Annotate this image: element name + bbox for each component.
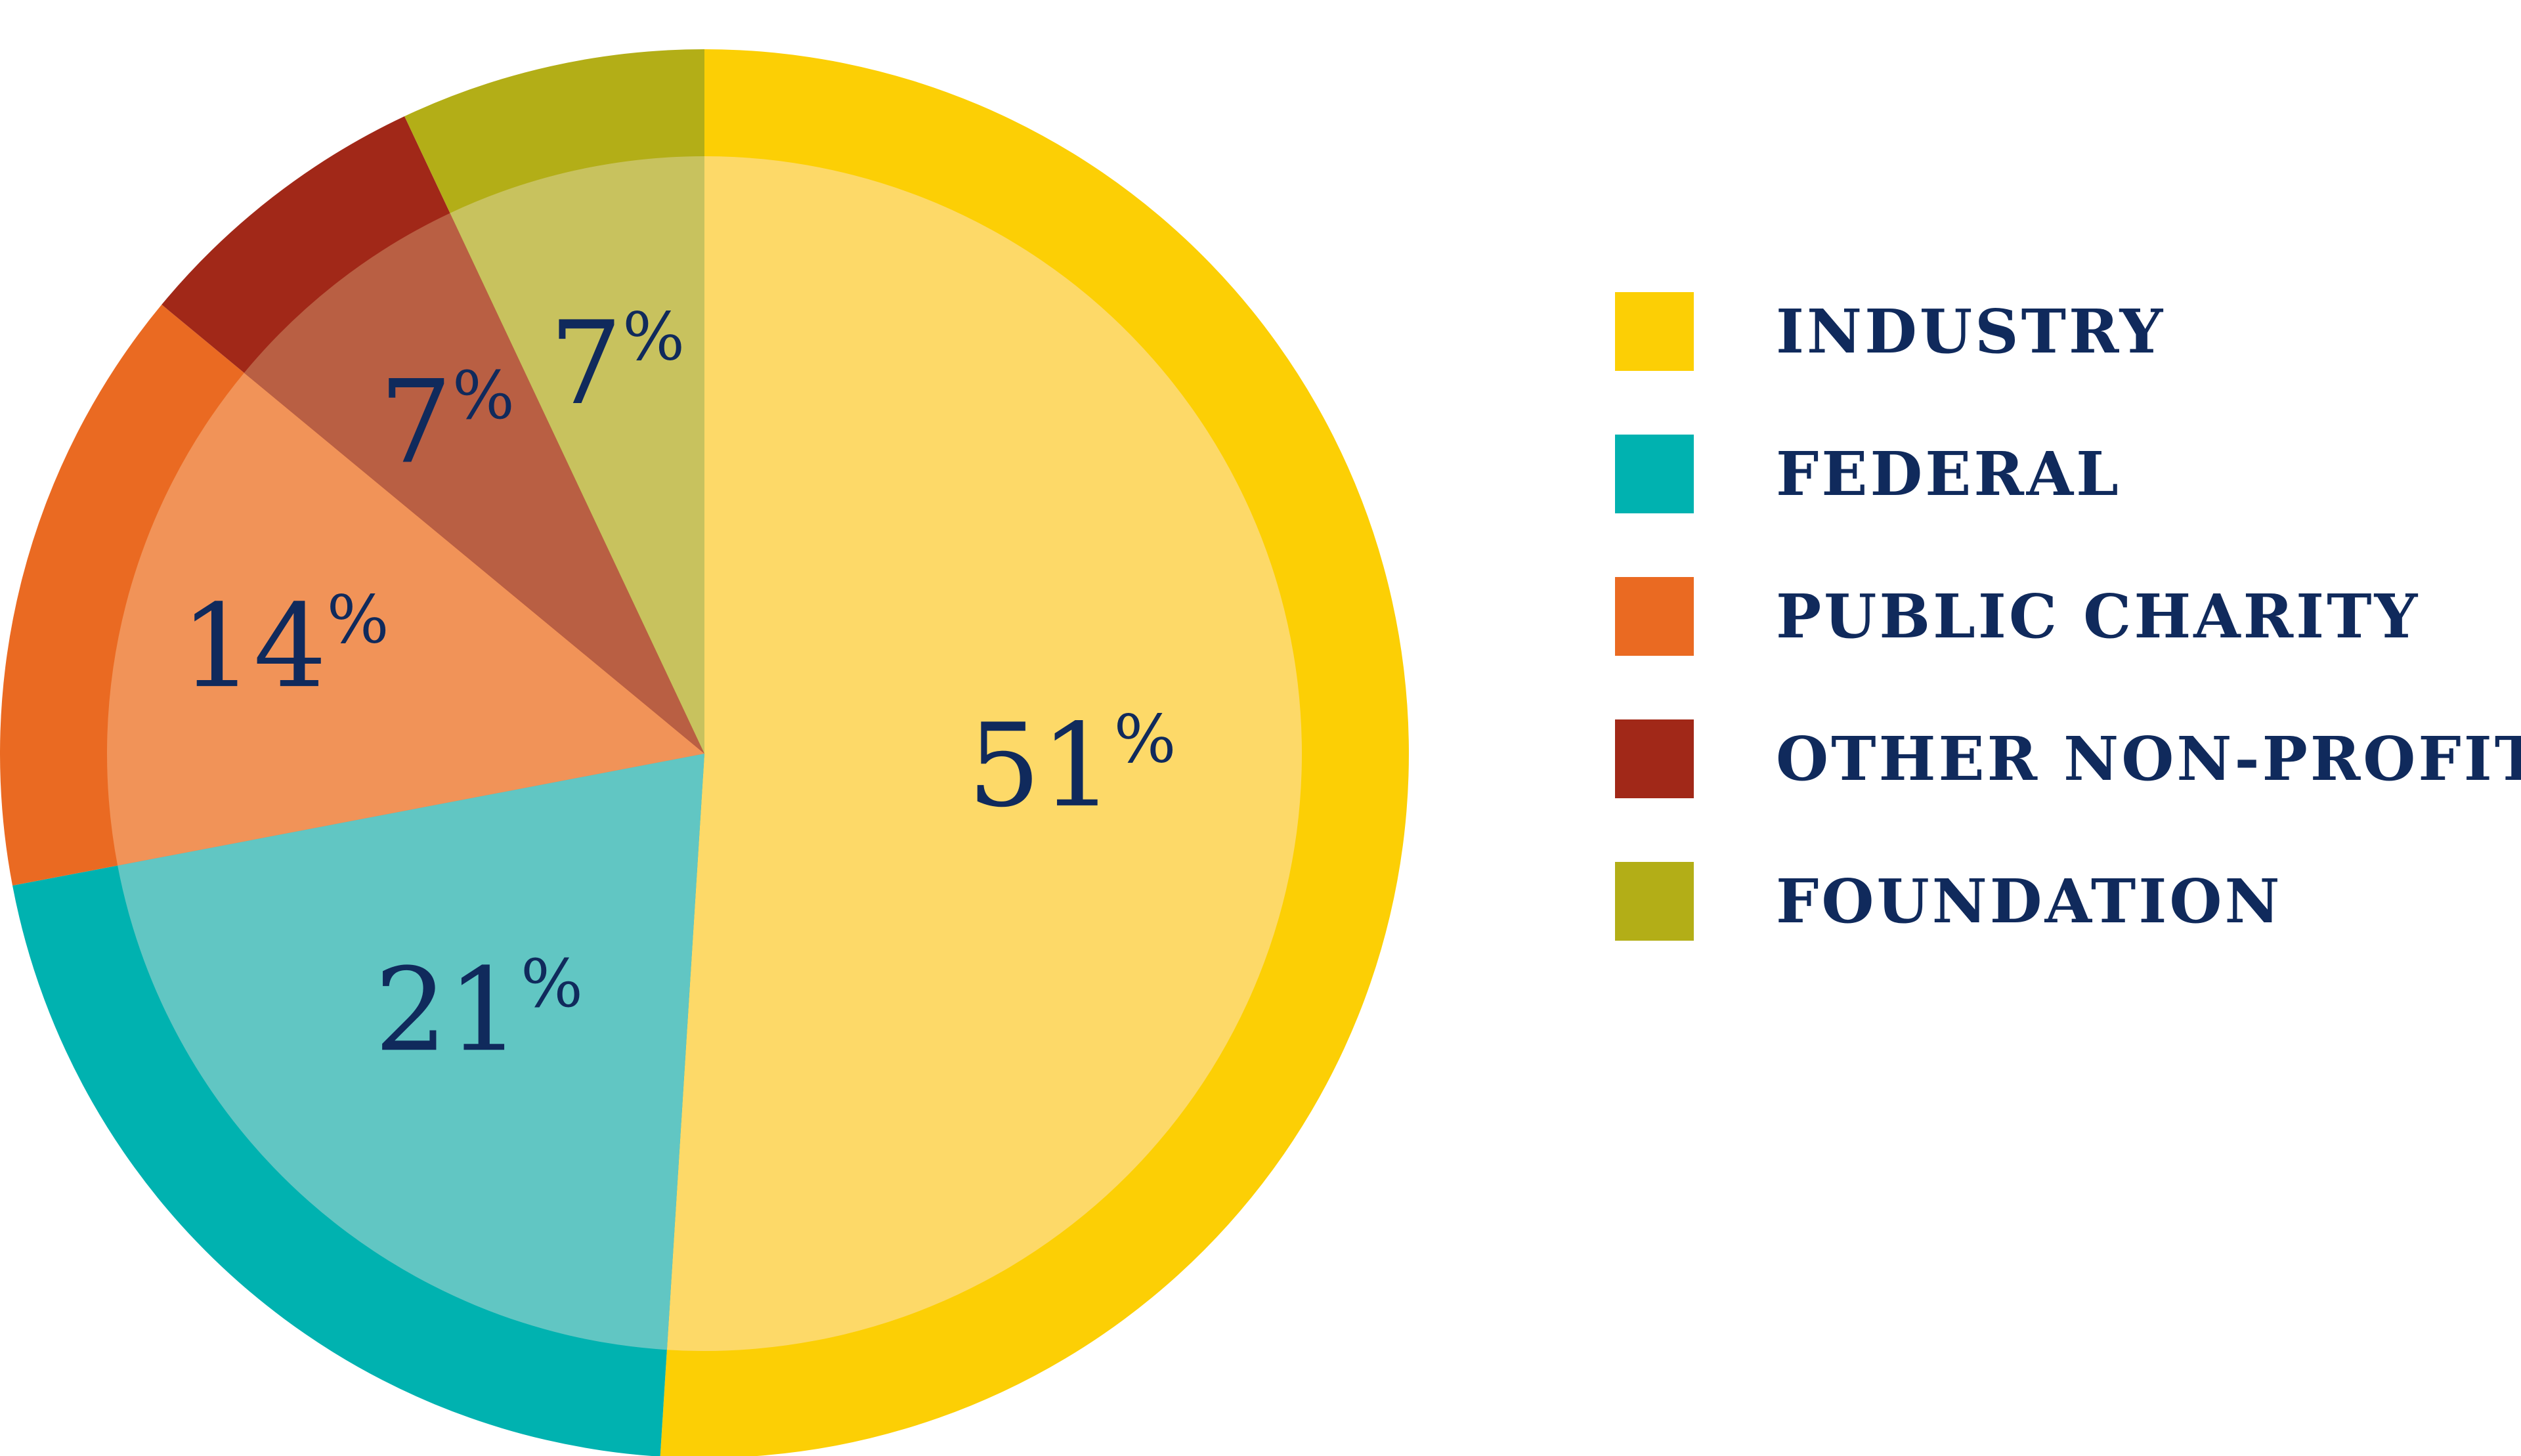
slice-value-other-non-profit: 7 [379, 356, 452, 490]
pie-slice-inner-public-charity [106, 372, 704, 866]
pie-chart-svg: 51%21%14%7% 7% [0, 49, 1410, 1456]
slice-percent-sign-foundation: % [622, 298, 685, 375]
legend-swatch-public-charity [1615, 577, 1694, 656]
slice-label-public-charity: 14% [181, 580, 389, 714]
slice-percent-sign-public-charity: % [327, 582, 389, 658]
slice-percent-sign-industry: % [1114, 700, 1176, 777]
slice-label-foundation: 7% [549, 297, 685, 431]
slice-value-industry: 51 [968, 700, 1114, 833]
legend-swatch-other-non-profit [1615, 719, 1694, 798]
pie-slice-inner-industry [666, 156, 1302, 1351]
slice-percent-sign-federal: % [521, 945, 583, 1022]
slice-label-other-non-profit: 7% [379, 356, 515, 490]
pie-slice-inner-foundation [450, 156, 704, 754]
legend-swatch-federal [1615, 435, 1694, 513]
legend-label-industry: INDUSTRY [1776, 296, 2166, 367]
legend-label-public-charity: PUBLIC CHARITY [1776, 581, 2421, 652]
pie-slice-inner-federal [118, 754, 705, 1350]
slice-percent-sign-other-non-profit: % [452, 357, 515, 434]
slice-label-federal: 21% [374, 944, 583, 1077]
pie-slice-inner-other-non-profit [244, 213, 704, 754]
slice-value-public-charity: 14 [181, 580, 327, 714]
legend-label-foundation: FOUNDATION [1776, 866, 2283, 937]
slice-value-foundation: 7 [549, 297, 622, 431]
legend-label-other-non-profit: OTHER NON-PROFIT [1776, 723, 2521, 794]
legend-swatch-industry [1615, 292, 1694, 371]
slice-value-federal: 21 [374, 944, 521, 1077]
slice-label-industry: 51% [968, 700, 1176, 833]
legend-swatch-foundation [1615, 862, 1694, 941]
legend-label-federal: FEDERAL [1776, 439, 2121, 509]
